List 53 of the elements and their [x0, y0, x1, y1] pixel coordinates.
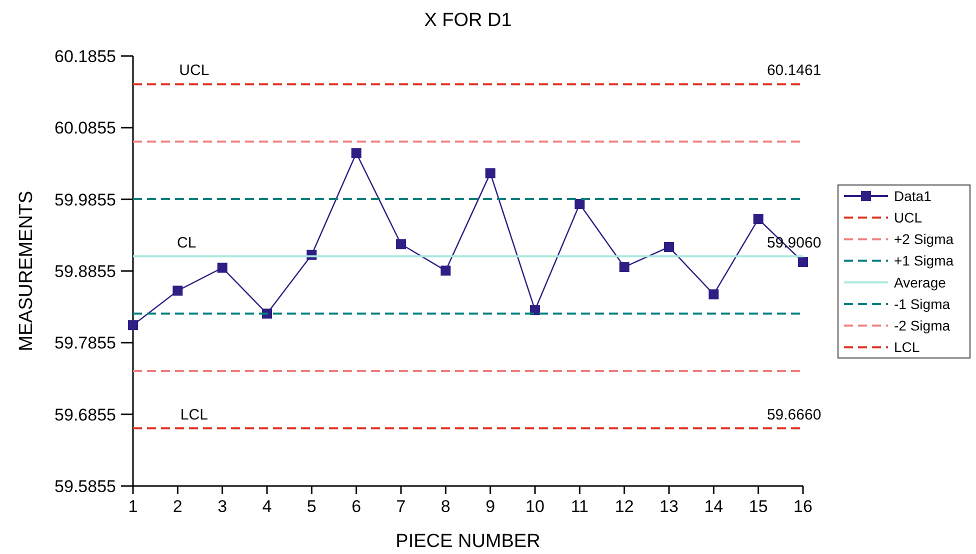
y-tick-label: 59.6855 [54, 405, 116, 424]
annotation: CL [177, 234, 196, 252]
point [172, 286, 183, 296]
point [440, 266, 451, 276]
point [128, 320, 138, 330]
legend-label: UCL [894, 210, 922, 226]
point [574, 198, 585, 209]
point [619, 262, 630, 272]
x-tick-label: 15 [748, 497, 768, 516]
y-tick-label: 59.7855 [54, 334, 116, 353]
x-tick-label: 6 [352, 497, 362, 516]
x-tick-label: 5 [306, 497, 316, 516]
annotation: 60.1461 [766, 62, 822, 80]
x-tick-label: 4 [262, 497, 272, 516]
point [351, 148, 362, 158]
x-tick-label: 13 [660, 497, 678, 516]
point [798, 257, 808, 268]
legend-label: -2 Sigma [894, 318, 950, 334]
y-tick-label: 60.0855 [54, 118, 116, 138]
x-tick-label: 1 [128, 497, 138, 516]
annotation: UCL [179, 62, 210, 80]
y-tick-label: 59.8855 [54, 262, 116, 281]
x-tick-label: 10 [526, 497, 544, 516]
x-tick-label: 3 [218, 497, 228, 516]
x-tick-label: 14 [704, 497, 724, 516]
x-tick-label: 9 [486, 497, 496, 516]
x-axis-title: PIECE NUMBER [396, 531, 540, 552]
point [753, 214, 764, 224]
x-tick-label: 16 [794, 497, 812, 516]
chart-title: X FOR D1 [424, 10, 512, 31]
y-tick-label: 60.1855 [54, 46, 116, 66]
legend-label: +1 Sigma [894, 252, 954, 269]
legend-label: +2 Sigma [894, 231, 954, 248]
point [485, 168, 496, 178]
annotation: LCL [180, 406, 208, 424]
point [530, 305, 540, 316]
x-tick-label: 12 [614, 497, 634, 516]
legend-label: LCL [894, 339, 920, 356]
x-tick-label: 11 [570, 497, 588, 516]
annotation: 59.6660 [766, 406, 822, 424]
point [217, 262, 228, 273]
legend-label: Average [894, 274, 946, 290]
x-tick-label: 2 [172, 497, 182, 516]
y-tick-label: 59.5855 [54, 476, 116, 496]
legend-label: Data1 [894, 188, 932, 204]
x-tick-label: 7 [396, 497, 406, 516]
legend-label: -1 Sigma [894, 296, 950, 312]
y-tick-label: 59.9855 [54, 190, 116, 210]
x-tick-label: 8 [440, 497, 450, 516]
y-axis-title: MEASUREMENTS [16, 190, 37, 352]
point [708, 289, 719, 300]
point [396, 239, 406, 250]
point [664, 242, 674, 252]
